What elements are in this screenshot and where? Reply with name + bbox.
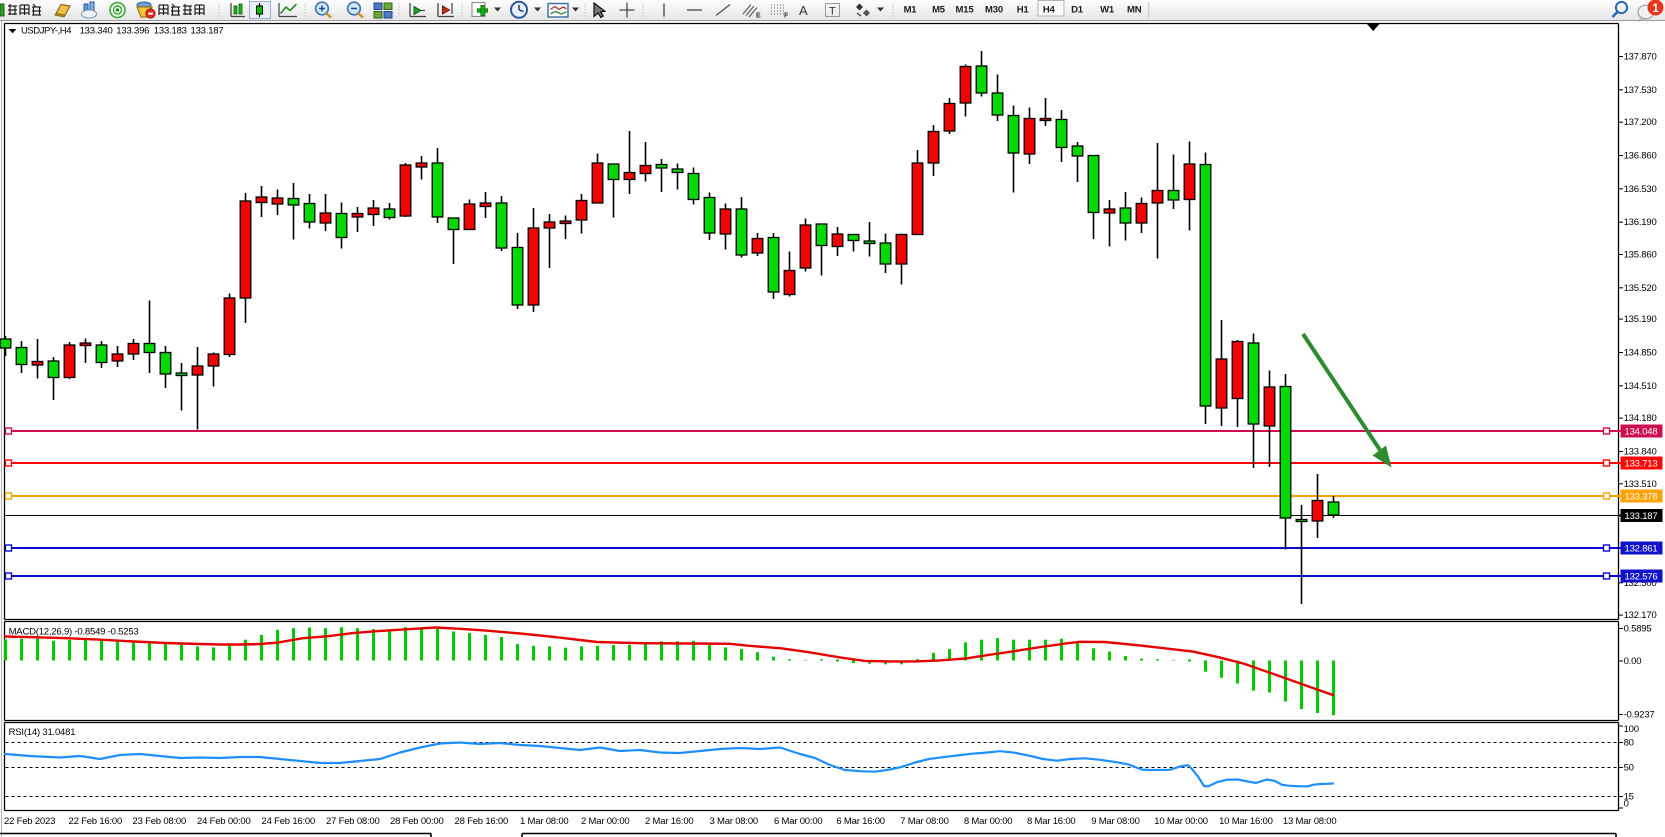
svg-text:1: 1 (1652, 3, 1659, 15)
svg-text:3 Mar 08:00: 3 Mar 08:00 (710, 816, 759, 827)
svg-text:136.860: 136.860 (1624, 151, 1657, 162)
svg-text:80: 80 (1624, 738, 1634, 749)
svg-text:F: F (784, 13, 789, 20)
svg-text:-0.9237: -0.9237 (1624, 710, 1655, 721)
svg-text:T: T (829, 6, 836, 18)
svg-text:28 Feb 00:00: 28 Feb 00:00 (390, 816, 444, 827)
svg-text:6 Mar 00:00: 6 Mar 00:00 (774, 816, 823, 827)
svg-text:133.396: 133.396 (116, 26, 149, 37)
svg-text:1 Mar 08:00: 1 Mar 08:00 (520, 816, 569, 827)
svg-text:8 Mar 00:00: 8 Mar 00:00 (964, 816, 1013, 827)
svg-text:133.183: 133.183 (154, 26, 187, 37)
svg-text:133.378: 133.378 (1625, 492, 1658, 503)
svg-text:135.190: 135.190 (1624, 314, 1657, 325)
svg-text:133.510: 133.510 (1624, 479, 1657, 490)
svg-text:2 Mar 16:00: 2 Mar 16:00 (645, 816, 694, 827)
svg-text:8 Mar 16:00: 8 Mar 16:00 (1027, 816, 1076, 827)
svg-text:135.860: 135.860 (1624, 250, 1657, 261)
svg-text:23 Feb 08:00: 23 Feb 08:00 (133, 816, 187, 827)
svg-text:137.870: 137.870 (1624, 52, 1657, 63)
svg-text:M15: M15 (956, 5, 975, 16)
svg-text:133.840: 133.840 (1624, 446, 1657, 457)
svg-text:6 Mar 16:00: 6 Mar 16:00 (836, 816, 885, 827)
svg-text:24 Feb 16:00: 24 Feb 16:00 (262, 816, 316, 827)
svg-text:133.713: 133.713 (1625, 459, 1658, 470)
svg-text:E: E (756, 13, 761, 20)
svg-text:W1: W1 (1100, 5, 1115, 16)
svg-text:10 Mar 16:00: 10 Mar 16:00 (1219, 816, 1273, 827)
svg-text:H4: H4 (1043, 5, 1056, 16)
svg-text:100: 100 (1624, 724, 1639, 735)
svg-text:M30: M30 (985, 5, 1003, 16)
svg-text:134.048: 134.048 (1625, 427, 1658, 438)
svg-text:M1: M1 (904, 5, 918, 16)
svg-text:134.510: 134.510 (1624, 381, 1657, 392)
svg-text:USDJPY-,H4: USDJPY-,H4 (21, 26, 71, 37)
svg-text:0.5895: 0.5895 (1624, 624, 1652, 635)
svg-text:133.340: 133.340 (80, 26, 113, 37)
svg-text:A: A (799, 3, 808, 18)
svg-text:132.861: 132.861 (1625, 544, 1658, 555)
svg-text:134.850: 134.850 (1624, 348, 1657, 359)
svg-text:15: 15 (1624, 792, 1634, 803)
svg-text:137.530: 137.530 (1624, 85, 1657, 96)
svg-text:133.187: 133.187 (191, 26, 224, 37)
svg-text:24 Feb 00:00: 24 Feb 00:00 (197, 816, 251, 827)
svg-text:2 Mar 00:00: 2 Mar 00:00 (581, 816, 630, 827)
svg-text:134.180: 134.180 (1624, 413, 1657, 424)
svg-text:13 Mar 08:00: 13 Mar 08:00 (1283, 816, 1337, 827)
svg-text:MN: MN (1127, 5, 1142, 16)
svg-text:137.200: 137.200 (1624, 117, 1657, 128)
svg-text:7 Mar 08:00: 7 Mar 08:00 (900, 816, 949, 827)
svg-text:132.500: 132.500 (1624, 578, 1657, 589)
svg-text:D1: D1 (1071, 5, 1084, 16)
svg-text:136.190: 136.190 (1624, 217, 1657, 228)
svg-text:10 Mar 00:00: 10 Mar 00:00 (1154, 816, 1208, 827)
svg-text:M5: M5 (932, 5, 946, 16)
svg-text:135.520: 135.520 (1624, 283, 1657, 294)
svg-text:133.187: 133.187 (1625, 511, 1658, 522)
svg-text:MACD(12,26,9) -0.8549 -0.5253: MACD(12,26,9) -0.8549 -0.5253 (9, 627, 139, 638)
svg-text:136.530: 136.530 (1624, 184, 1657, 195)
svg-text:9 Mar 08:00: 9 Mar 08:00 (1091, 816, 1140, 827)
svg-text:132.170: 132.170 (1624, 610, 1657, 621)
svg-text:22 Feb 16:00: 22 Feb 16:00 (69, 816, 123, 827)
svg-text:RSI(14) 31.0481: RSI(14) 31.0481 (9, 727, 76, 738)
svg-text:50: 50 (1624, 763, 1634, 774)
svg-text:0: 0 (1624, 799, 1629, 810)
svg-text:0.00: 0.00 (1624, 656, 1642, 667)
svg-text:H1: H1 (1017, 5, 1030, 16)
svg-text:22 Feb 2023: 22 Feb 2023 (4, 816, 55, 827)
svg-text:28 Feb 16:00: 28 Feb 16:00 (455, 816, 509, 827)
svg-text:27 Feb 08:00: 27 Feb 08:00 (326, 816, 380, 827)
svg-text:132.576: 132.576 (1625, 572, 1658, 583)
